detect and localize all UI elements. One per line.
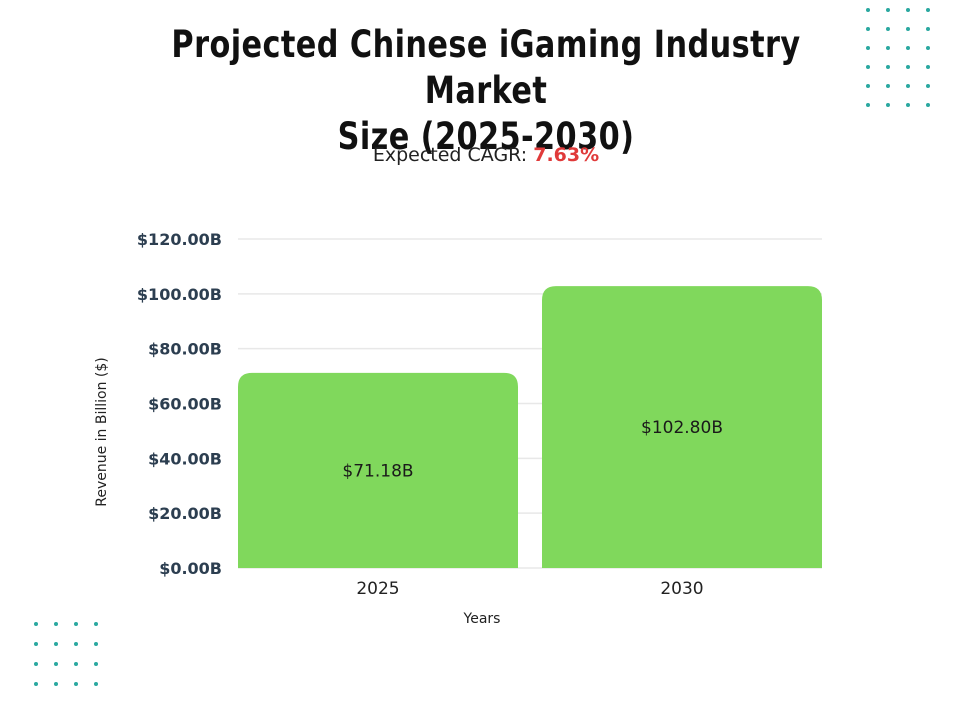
decor-dot: [54, 642, 58, 646]
decor-dot: [926, 46, 930, 50]
decor-dot: [866, 27, 870, 31]
decor-dot: [886, 46, 890, 50]
decor-dot: [886, 84, 890, 88]
decor-dot: [34, 682, 38, 686]
x-axis-label: Years: [463, 611, 501, 627]
decor-dot: [34, 642, 38, 646]
y-tick-label: $80.00B: [148, 340, 222, 359]
decorative-dots-bottom-left: [34, 622, 104, 688]
decor-dot: [54, 682, 58, 686]
decor-dot: [94, 682, 98, 686]
decor-dot: [94, 622, 98, 626]
decor-dot: [54, 662, 58, 666]
decor-dot: [74, 622, 78, 626]
decor-dot: [886, 103, 890, 107]
decor-dot: [866, 65, 870, 69]
y-tick-label: $120.00B: [137, 230, 222, 249]
cagr-value: 7.63%: [533, 144, 600, 166]
decor-dot: [926, 65, 930, 69]
x-tick-label: 2030: [660, 579, 703, 599]
decor-dot: [926, 8, 930, 12]
y-tick-label: $40.00B: [148, 449, 222, 468]
decor-dot: [74, 682, 78, 686]
decor-dot: [74, 642, 78, 646]
decor-dot: [926, 103, 930, 107]
chart-subtitle: Expected CAGR: 7.63%: [0, 144, 972, 166]
decor-dot: [906, 65, 910, 69]
data-label-2030: $102.80B: [641, 418, 723, 438]
decor-dot: [866, 103, 870, 107]
decor-dot: [906, 46, 910, 50]
decor-dot: [906, 8, 910, 12]
decor-dot: [866, 8, 870, 12]
bar-2025: [238, 372, 518, 568]
chart-title: Projected Chinese iGaming Industry Marke…: [120, 22, 851, 160]
decor-dot: [886, 8, 890, 12]
decor-dot: [886, 27, 890, 31]
decor-dot: [906, 84, 910, 88]
decor-dot: [926, 27, 930, 31]
chart-title-line-1: Projected Chinese iGaming Industry Marke…: [171, 23, 801, 112]
y-tick-label: $100.00B: [137, 285, 222, 304]
y-tick-label: $20.00B: [148, 504, 222, 523]
x-tick-label: 2025: [356, 579, 399, 599]
decor-dot: [94, 662, 98, 666]
decor-dot: [906, 103, 910, 107]
chart-title-line-2: Size (2025-2030): [337, 115, 635, 158]
decor-dot: [886, 65, 890, 69]
decor-dot: [34, 622, 38, 626]
decor-dot: [926, 84, 930, 88]
decor-dot: [74, 662, 78, 666]
decor-dot: [866, 46, 870, 50]
decor-dot: [54, 622, 58, 626]
y-axis-label: Revenue in Billion ($): [94, 357, 110, 507]
decor-dot: [866, 84, 870, 88]
cagr-label: Expected CAGR:: [372, 144, 534, 166]
decorative-dots-top-right: [866, 8, 936, 112]
y-tick-label: $0.00B: [159, 559, 222, 578]
decor-dot: [906, 27, 910, 31]
bar-2030: [542, 286, 822, 568]
decor-dot: [34, 662, 38, 666]
y-tick-label: $60.00B: [148, 395, 222, 414]
decor-dot: [94, 642, 98, 646]
data-label-2025: $71.18B: [342, 461, 413, 481]
